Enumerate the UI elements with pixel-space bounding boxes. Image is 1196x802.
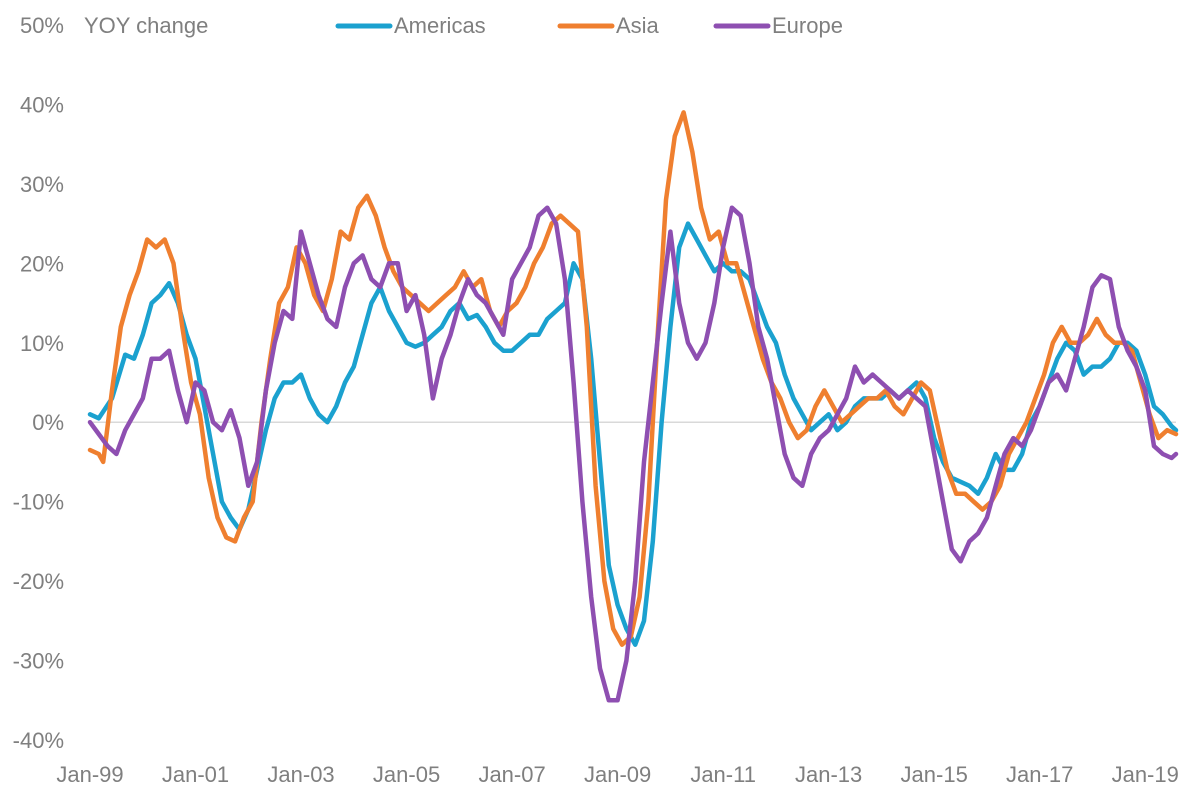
x-tick-label: Jan-01 [162, 762, 229, 787]
y-tick-label: 0% [32, 410, 64, 435]
y-tick-label: -10% [13, 490, 64, 515]
y-tick-label: -30% [13, 649, 64, 674]
x-tick-label: Jan-05 [373, 762, 440, 787]
y-tick-label: 10% [20, 331, 64, 356]
series-lines [87, 110, 1179, 703]
legend-label-americas: Americas [394, 13, 486, 38]
y-axis-tick-labels: 50% 40% 30% 20% 10% 0% -10% -20% -30% -40% [13, 13, 64, 753]
x-tick-label: Jan-15 [901, 762, 968, 787]
y-tick-label: 50% [20, 13, 64, 38]
x-tick-label: Jan-19 [1112, 762, 1179, 787]
y-tick-label: 30% [20, 172, 64, 197]
y-tick-label: 40% [20, 92, 64, 117]
series-line-europe [87, 205, 1179, 703]
y-tick-label: -40% [13, 728, 64, 753]
x-tick-label: Jan-99 [56, 762, 123, 787]
x-tick-label: Jan-07 [478, 762, 545, 787]
y-tick-label: -20% [13, 569, 64, 594]
x-axis-tick-labels: Jan-99 Jan-01 Jan-03 Jan-05 Jan-07 Jan-09 Jan-… [56, 762, 1179, 787]
y-axis-unit-label: YOY change [84, 13, 208, 38]
x-tick-label: Jan-09 [584, 762, 651, 787]
x-tick-label: Jan-17 [1006, 762, 1073, 787]
series-line-asia [87, 110, 1179, 647]
x-tick-label: Jan-03 [267, 762, 334, 787]
x-tick-label: Jan-13 [795, 762, 862, 787]
x-tick-label: Jan-11 [690, 762, 756, 787]
legend: Americas Asia Europe [335, 13, 843, 38]
legend-label-europe: Europe [772, 13, 843, 38]
y-tick-label: 20% [20, 251, 64, 276]
legend-label-asia: Asia [616, 13, 660, 38]
